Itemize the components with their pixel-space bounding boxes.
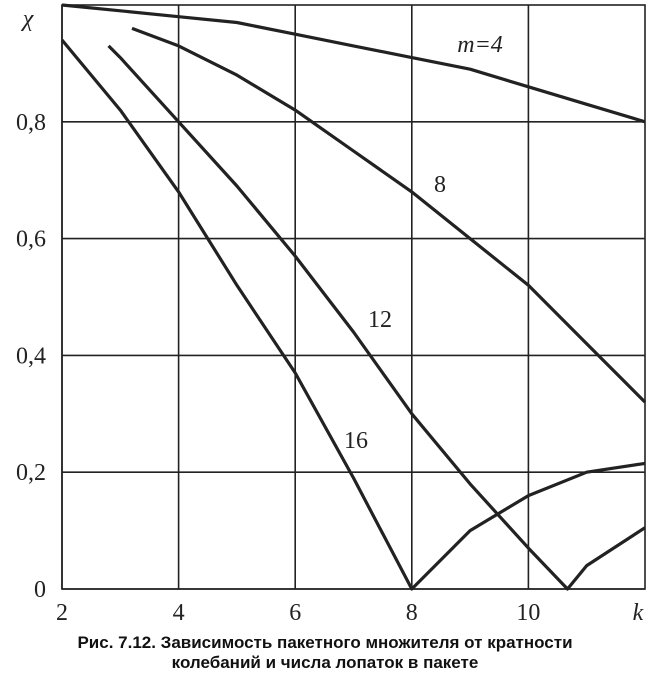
series-label: 16 bbox=[344, 428, 368, 454]
caption: Рис. 7.12. Зависимость пакетного множите… bbox=[77, 633, 572, 652]
data-line bbox=[131, 26, 647, 404]
data-line bbox=[61, 3, 646, 124]
x-tick-label: 2 bbox=[56, 600, 68, 626]
series-label: 12 bbox=[368, 307, 392, 333]
data-line bbox=[107, 44, 646, 591]
caption: колебаний и числа лопаток в пакете bbox=[172, 653, 479, 672]
y-tick-label: 0 bbox=[34, 577, 46, 603]
y-tick-label: 0,8 bbox=[16, 110, 46, 136]
plot-frame bbox=[61, 4, 646, 590]
y-tick-label: 0,6 bbox=[16, 227, 46, 253]
x-tick-label: 10 bbox=[516, 600, 540, 626]
y-tick-label: 0,2 bbox=[16, 460, 46, 486]
data-line bbox=[60, 38, 646, 591]
x-axis-label: k bbox=[633, 600, 644, 626]
x-tick-label: 4 bbox=[173, 600, 185, 626]
x-tick-label: 6 bbox=[289, 600, 301, 626]
y-tick-label: 0,4 bbox=[16, 343, 46, 369]
y-axis-label: χ bbox=[21, 6, 35, 32]
series-label: m=4 bbox=[457, 32, 503, 58]
series-label: 8 bbox=[434, 172, 446, 198]
x-tick-label: 8 bbox=[406, 600, 418, 626]
